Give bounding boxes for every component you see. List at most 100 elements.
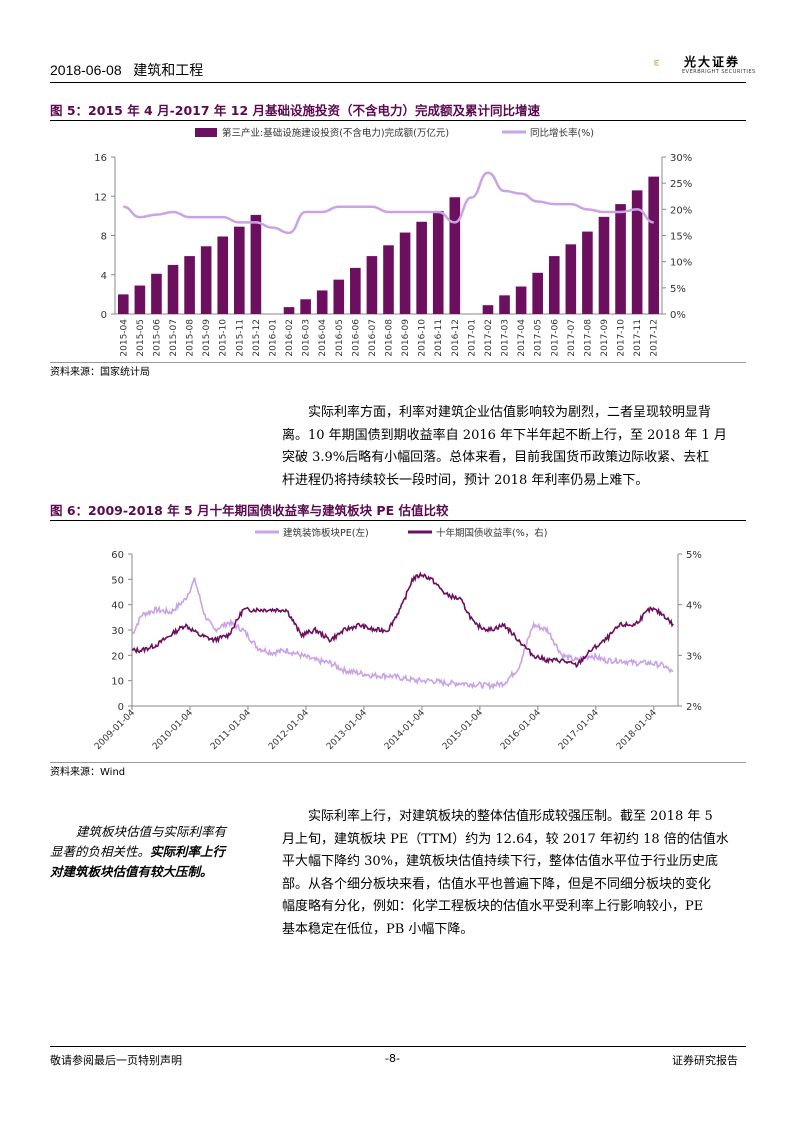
report-date: 2018-06-08 建筑和工程 [50,62,204,78]
y-tick-label-right: 25% [670,179,692,190]
footer-report-type: 证券研究报告 [672,1054,738,1067]
x-tick-label: 2015-05 [136,319,146,357]
x-tick-label: 2017-12 [650,319,660,357]
figure5-source: 资料来源：国家统计局 [50,367,150,378]
x-tick-label: 2017-10 [617,319,627,357]
x-tick-label: 2017-06 [550,319,560,357]
x-tick-label: 2015-12 [252,319,262,357]
x-tick-label: 2010-01-04 [151,708,195,752]
paragraph-line: 基本稳定在低位，PB 小幅下降。 [282,921,474,937]
x-tick-label: 2012-01-04 [267,708,311,752]
y-tick-label-left: 30 [111,626,124,637]
bond-yield-line [131,571,674,669]
x-tick-label: 2017-01 [467,319,477,357]
x-tick-label: 2015-04 [119,319,129,357]
x-tick-label: 2016-07 [368,319,378,357]
figure6-title: 图 6：2009-2018 年 5 月十年期国债收益率与建筑板块 PE 估值比较 [50,503,449,518]
x-tick-label: 2015-01-04 [441,708,485,752]
x-tick-label: 2015-10 [219,319,229,357]
y-tick-label-right: 4% [686,601,702,612]
sidebar-line: 显著的负相关性。 [50,844,151,859]
bar [283,307,295,314]
bar [151,273,162,314]
bar [234,226,245,314]
y-tick-label-right: 0% [670,310,686,321]
paragraph-line: 部。从各个细分板块来看，估值水平也普遍下降，但是不同细分板块的变化 [282,876,712,892]
bar [117,294,129,314]
bar [416,221,427,314]
y-tick-label-left: 20 [111,651,124,662]
y-tick-label-left: 8 [101,232,107,243]
x-tick-label: 2009-01-04 [93,708,137,752]
y-tick-label-right: 20% [670,205,692,216]
x-tick-label: 2016-01-04 [499,708,543,752]
y-tick-label-left: 12 [94,192,107,203]
brand-logo-icon [654,59,659,66]
x-tick-label: 2017-07 [567,319,577,357]
x-tick-label: 2017-03 [501,319,511,357]
bar [200,246,212,314]
page-number: -8- [385,1052,400,1065]
sidebar-line: 建筑板块估值与实际利率有 [76,824,227,839]
y-tick-label-left: 10 [111,677,124,688]
x-tick-label: 2015-11 [235,319,245,357]
figure6-divider [50,520,746,521]
paragraph-interest-rate: 实际利率方面，利率对建筑企业估值影响较为剧烈，二者呈现较明显背 离。10 年期国债… [282,402,746,492]
figure5-bottom-divider [50,362,746,363]
x-tick-label: 2017-09 [600,319,610,357]
bar [482,305,494,314]
bar [366,256,378,314]
bar [217,236,229,314]
y-tick-label-left: 40 [111,601,124,612]
figure6-bottom-divider [50,762,746,763]
y-tick-label-right: 5% [686,550,702,561]
sidebar-summary: 建筑板块估值与实际利率有 显著的负相关性。实际利率上行 对建筑板块估值有较大压制… [50,822,250,882]
pe-line [131,577,674,691]
paragraph-line: 杆进程仍将持续较长一段时间，预计 2018 年利率仍易上难下。 [282,472,649,488]
x-tick-label: 2015-09 [202,319,212,357]
paragraph-line: 突破 3.9%后略有小幅回落。总体来看，目前我国货币政策边际收紧、去杠 [282,450,710,465]
bar [515,286,527,314]
bar [631,190,643,314]
bar [499,295,510,314]
legend-line-label: 同比增长率(%) [530,127,594,139]
x-tick-label: 2016-12 [451,319,461,357]
y-tick-label-right: 2% [686,702,702,713]
x-tick-label: 2016-06 [351,319,361,357]
paragraph-line: 实际利率上行，对建筑板块的整体估值形成较强压制。截至 2018 年 5 [308,809,713,824]
sidebar-emphasis: 对建筑板块估值有较大压制。 [50,864,213,879]
bar [300,299,311,314]
footer-divider [50,1046,746,1047]
x-tick-label: 2016-08 [385,319,395,357]
x-tick-label: 2017-11 [633,319,643,357]
bar [333,279,345,314]
x-tick-label: 2017-01-04 [557,708,601,752]
x-tick-label: 2013-01-04 [325,708,369,752]
legend-pe-label: 建筑装饰板块PE(左) [283,527,369,539]
paragraph-valuation: 实际利率上行，对建筑板块的整体估值形成较强压制。截至 2018 年 5 月上旬，建… [282,806,746,941]
x-tick-label: 2014-01-04 [383,708,427,752]
bar [383,245,394,314]
bar [582,231,593,314]
bar [532,272,543,314]
y-tick-label-right: 15% [670,232,692,243]
bar [399,232,411,314]
bar [184,256,195,314]
x-tick-label: 2018-01-04 [615,708,659,752]
figure6-chart: 建筑装饰板块PE(左) 十年期国债收益率(%，右) 0 10 20 30 40 50 60 2% 3… [93,527,702,752]
x-tick-label: 2016-02 [285,319,295,357]
y-tick-label-left: 16 [94,153,107,164]
figure6-source: 资料来源：Wind [50,767,126,778]
growth-rate-line [123,171,654,235]
y-tick-label-left: 0 [101,310,107,321]
legend-yield-label: 十年期国债收益率(%，右) [436,527,547,539]
brand-name-en: EVERBRIGHT SECURITIES [682,69,756,75]
y-tick-label-right: 10% [670,258,692,269]
bar [449,197,461,314]
x-tick-label: 2017-02 [484,319,494,357]
bar [134,285,146,314]
y-tick-label-right: 30% [670,153,692,164]
bar [615,204,626,314]
x-tick-label: 2016-09 [401,319,411,357]
x-tick-label: 2017-08 [583,319,593,357]
